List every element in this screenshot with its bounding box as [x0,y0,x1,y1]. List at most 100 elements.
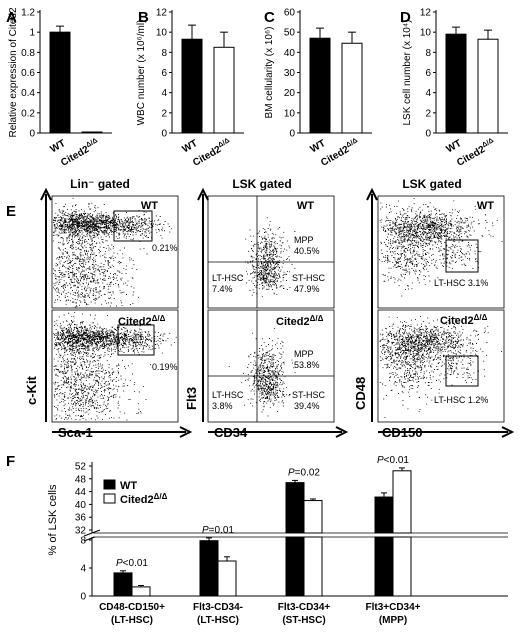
y-tick-label: 8 [425,48,431,59]
x-tick-label-ko: Cited2Δ/Δ [59,137,102,169]
y-tick-label: 6 [161,68,167,79]
bar-wt-upper [285,482,305,534]
genotype-ko-label: Cited2Δ/Δ [118,314,166,328]
p-value-label: P=0.02 [288,467,320,478]
y-tick-label: 0.6 [21,68,35,79]
flow-dot-cloud [53,319,177,354]
bar-wt-upper [374,496,394,534]
y-tick-label: 40 [75,500,87,511]
gate-percent: 0.19% [152,362,178,372]
y-tick-label: 52 [75,462,87,473]
flow-dot-cloud [424,236,482,270]
y-tick-label: 4 [80,564,86,575]
y-tick-label: 1.2 [21,8,35,19]
y-axis-label: WBC number (x 10⁶/ml) [136,20,147,126]
panel-c-chart: C 0 10 20 30 40 50 60 BM cellularity (x 10⁶) WTCi… [264,8,372,169]
flow-dot-cloud [228,327,296,417]
y-tick-label: 0.2 [21,108,35,119]
panel-letter: C [264,9,275,26]
gate-title-lin: Lin⁻ gated [70,177,130,191]
quad-label-sthsc: ST-HSC [292,273,326,283]
flow-dots [53,197,503,421]
quad-pct-lthsc: 7.4% [212,284,233,294]
x-tick-label: Flt3-CD34+ [278,602,331,613]
x-tick-label-wt: WT [49,138,68,155]
bar-ko [131,586,151,597]
legend-label-wt: WT [120,480,137,492]
gate-lthsc-label: LT-HSC 1.2% [434,395,488,405]
x-tick-label-wt: WT [309,138,328,155]
flow-plot-c2-wt [207,195,335,309]
flow-dot-cloud [241,368,290,413]
flow-ylabel-ckit: c-Kit [24,375,39,405]
p-value-label: P=0.01 [202,525,234,536]
flow-plot-c2-ko [207,309,335,423]
x-tick-label-wt: WT [181,138,200,155]
x-tick-label: Flt3+CD34+ [365,602,420,613]
y-tick-label: 0 [161,129,167,140]
bar-ko [341,42,363,134]
genotype-label: WT [141,200,158,212]
flow-xlabel-sca1: Sca-1 [58,425,93,440]
quad-label-mpp: MPP [294,235,314,245]
flow-dot-cloud [426,341,486,390]
bar-wt-lower [374,536,394,597]
bar-wt [445,33,467,134]
y-tick-label: 0 [289,129,295,140]
y-axis-label: % of LSK cells [47,484,59,555]
panel-letter-e: E [6,203,16,220]
y-tick-label: 30 [284,68,296,79]
gate-title-lsk-2: LSK gated [402,177,461,191]
legend-label-ko: Cited2Δ/Δ [120,492,168,506]
bar-ko [217,560,237,597]
gate-lthsc-wt [445,239,479,273]
y-tick-label: 0 [80,592,86,603]
bar-ko [477,38,499,134]
x-tick-label: (ST-HSC) [282,615,325,626]
genotype-label: WT [297,200,314,212]
bar-ko [81,131,103,134]
x-tick-label: CD48-CD150+ [99,602,165,613]
y-tick-label: 60 [284,8,296,19]
bar-ko-lower [303,536,323,597]
x-tick-label: Flt3-CD34- [193,602,243,613]
axis-break-gap [93,533,507,537]
quad-pct-mpp: 53.8% [294,360,320,370]
p-value-label: P<0.01 [377,455,409,466]
quad-label-sthsc: ST-HSC [292,390,326,400]
x-tick-label-ko: Cited2Δ/Δ [319,137,362,169]
flow-plot-c3-ko [377,309,505,423]
y-tick-label: 10 [156,28,168,39]
y-tick-label: 12 [156,8,168,19]
flow-xlabel-cd150: CD150 [382,425,422,440]
flow-dot-cloud [53,324,151,421]
genotype-ko-label: Cited2Δ/Δ [440,313,488,327]
gate-lsk-wt [113,210,153,242]
flow-axis-arrows [40,187,515,438]
bar-wt [309,37,331,134]
panel-letter: A [6,9,17,26]
flow-ylabel-flt3: Flt3 [184,387,199,410]
y-tick-label: 32 [75,526,87,537]
quad-label-lthsc: LT-HSC [212,273,244,283]
y-tick-label: 0 [29,129,35,140]
y-tick-label: 0.8 [21,48,35,59]
panel-d-chart: D 0 2 4 6 8 10 12 LSK cell number (x 10⁴) WTCited… [400,8,508,169]
y-tick-label: 0 [425,129,431,140]
y-tick-label: 10 [420,28,432,39]
panel-b-chart: B 0 2 4 6 8 10 12 WBC number (x 10⁶/ml) WTCited2Δ… [136,8,244,169]
x-tick-label-wt: WT [445,138,464,155]
gate-lthsc-label: LT-HSC 3.1% [434,278,488,288]
flow-plot-c1-ko [51,309,179,423]
panel-letter: B [138,9,149,26]
flow-plot-c3-wt [377,195,505,309]
bar-wt-lower [285,536,305,597]
y-tick-label: 6 [425,68,431,79]
quad-label-mpp: MPP [294,349,314,359]
bar-wt [49,31,71,134]
y-tick-label: 10 [284,108,296,119]
x-tick-label-ko: Cited2Δ/Δ [191,137,234,169]
y-tick-label: 0.4 [21,88,35,99]
